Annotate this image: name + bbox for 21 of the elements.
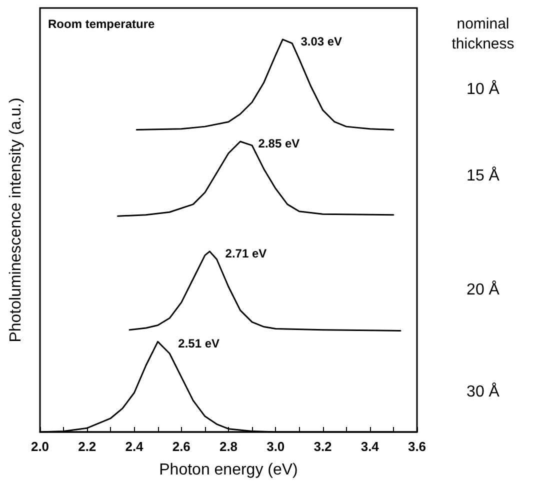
x-axis-title: Photon energy (eV)	[159, 462, 298, 478]
annotation: 2.85 eV	[258, 136, 300, 150]
x-tick-label: 2.4	[125, 439, 144, 454]
x-tick-label: 2.0	[30, 439, 50, 454]
legend-title: nominal thickness	[452, 16, 514, 52]
annotation: 2.71 eV	[225, 246, 267, 260]
annotation: 3.03 eV	[300, 34, 342, 48]
x-tick-label: 2.6	[172, 439, 190, 454]
y-axis-title: Photoluminescence intensity (a.u.)	[8, 98, 24, 342]
text: 15 Å	[466, 166, 500, 185]
text: 20 Å	[466, 280, 500, 298]
x-tick-label: 3.2	[314, 439, 332, 454]
text: 10 Å	[466, 80, 500, 98]
text: Room temperature	[48, 17, 156, 31]
text: 30 Å	[466, 382, 500, 400]
x-tick-label: 3.0	[266, 439, 285, 454]
annotation: 2.51 eV	[178, 336, 220, 351]
x-tick-label: 3.6	[408, 439, 426, 454]
x-tick-label: 2.2	[78, 439, 96, 454]
x-tick-label: 2.8	[219, 439, 238, 454]
x-tick-label: 3.4	[360, 439, 380, 454]
